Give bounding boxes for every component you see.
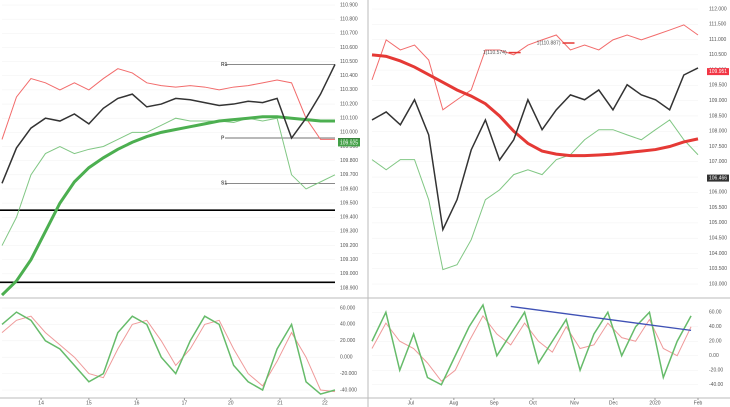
y-tick-label: 107.500 bbox=[709, 144, 727, 150]
x-tick-label: 21 bbox=[277, 400, 283, 406]
y-tick-label: 108.000 bbox=[709, 129, 727, 135]
y-tick-label: 0.00 bbox=[709, 353, 719, 359]
price-label: 106.466 bbox=[709, 175, 727, 181]
y-tick-label: 60.00 bbox=[709, 310, 722, 316]
y-tick-label: 109.500 bbox=[340, 200, 358, 206]
y-tick-label: -20.000 bbox=[340, 371, 357, 377]
price-label-box bbox=[338, 139, 360, 147]
series-line bbox=[371, 53, 699, 158]
series-line bbox=[1, 117, 336, 246]
y-tick-label: 104.000 bbox=[709, 251, 727, 257]
y-tick-label: 110.700 bbox=[340, 31, 358, 37]
y-tick-label: 107.000 bbox=[709, 159, 727, 165]
y-tick-label: 20.000 bbox=[340, 338, 356, 344]
x-tick-label: Feb bbox=[694, 400, 703, 406]
x-tick-label: 15 bbox=[86, 400, 92, 406]
y-tick-label: 109.000 bbox=[709, 98, 727, 104]
price-label: 109.951 bbox=[709, 69, 727, 75]
y-tick-label: 110.500 bbox=[709, 52, 727, 58]
y-tick-label: 110.000 bbox=[340, 130, 358, 136]
y-tick-label: 109.100 bbox=[340, 257, 358, 263]
series-line bbox=[1, 68, 335, 140]
y-tick-label: 110.800 bbox=[340, 16, 358, 22]
pivot-label: S1 bbox=[221, 181, 227, 187]
series-line bbox=[1, 315, 336, 393]
x-tick-label: 16 bbox=[134, 400, 140, 406]
y-tick-label: 109.300 bbox=[340, 229, 358, 235]
y-tick-label: 109.900 bbox=[340, 144, 358, 150]
y-tick-label: 20.00 bbox=[709, 339, 722, 345]
y-tick-label: 103.500 bbox=[709, 266, 727, 272]
annotation: 1(110.887) bbox=[537, 40, 561, 46]
y-tick-label: 109.200 bbox=[340, 243, 358, 249]
y-tick-label: 109.400 bbox=[340, 215, 358, 221]
y-tick-label: 110.600 bbox=[340, 45, 358, 51]
trend-line bbox=[510, 305, 692, 332]
y-tick-label: 103.000 bbox=[709, 281, 727, 287]
y-tick-label: 40.000 bbox=[340, 322, 356, 328]
x-tick-label: 2020 bbox=[649, 400, 660, 406]
x-tick-label: Aug bbox=[449, 400, 458, 406]
y-tick-label: 110.300 bbox=[340, 87, 358, 93]
y-tick-label: 108.900 bbox=[340, 285, 358, 291]
x-tick-label: 17 bbox=[182, 400, 188, 406]
y-tick-label: 0.000 bbox=[340, 355, 353, 361]
y-tick-label: 104.500 bbox=[709, 235, 727, 241]
y-tick-label: 109.500 bbox=[709, 83, 727, 89]
pivot-label: P bbox=[221, 135, 225, 141]
y-tick-label: 110.900 bbox=[340, 2, 358, 8]
series-line bbox=[1, 311, 336, 395]
y-tick-label: 108.500 bbox=[709, 113, 727, 119]
y-tick-label: 111.500 bbox=[709, 22, 727, 28]
x-tick-label: Dec bbox=[609, 400, 618, 406]
y-tick-label: 105.500 bbox=[709, 205, 727, 211]
y-tick-label: -40.00 bbox=[709, 382, 723, 388]
y-tick-label: 110.100 bbox=[340, 116, 358, 122]
x-tick-label: 22 bbox=[322, 400, 328, 406]
y-tick-label: -20.00 bbox=[709, 368, 723, 374]
y-tick-label: 112.000 bbox=[709, 6, 727, 12]
price-label-box bbox=[707, 68, 729, 76]
series-line bbox=[371, 314, 692, 382]
series-line bbox=[371, 24, 699, 111]
y-tick-label: 109.000 bbox=[340, 271, 358, 277]
annotation: 1(110.574) bbox=[483, 50, 507, 56]
series-line bbox=[1, 64, 336, 184]
y-tick-label: 109.600 bbox=[340, 186, 358, 192]
y-tick-label: 110.500 bbox=[340, 59, 358, 65]
x-tick-label: Nov bbox=[570, 400, 579, 406]
series-line bbox=[371, 303, 692, 386]
y-tick-label: 110.200 bbox=[340, 101, 358, 107]
x-tick-label: Oct bbox=[529, 400, 537, 406]
y-tick-label: 40.00 bbox=[709, 324, 722, 330]
y-tick-label: 110.400 bbox=[340, 73, 358, 79]
x-tick-label: Jul bbox=[408, 400, 414, 406]
pivot-label: R1 bbox=[221, 62, 228, 68]
x-tick-label: Sep bbox=[490, 400, 499, 406]
series-line bbox=[0, 115, 335, 297]
series-line bbox=[371, 119, 699, 271]
y-tick-label: -40.000 bbox=[340, 387, 357, 393]
price-label-box bbox=[707, 174, 729, 182]
y-tick-label: 111.000 bbox=[709, 37, 727, 43]
series-line bbox=[371, 67, 699, 233]
x-tick-label: 14 bbox=[38, 400, 44, 406]
y-tick-label: 109.800 bbox=[340, 158, 358, 164]
price-label: 109.925 bbox=[340, 140, 358, 146]
x-tick-label: 20 bbox=[228, 400, 234, 406]
y-tick-label: 106.000 bbox=[709, 190, 727, 196]
y-tick-label: 105.000 bbox=[709, 220, 727, 226]
y-tick-label: 60.000 bbox=[340, 305, 356, 311]
y-tick-label: 109.700 bbox=[340, 172, 358, 178]
